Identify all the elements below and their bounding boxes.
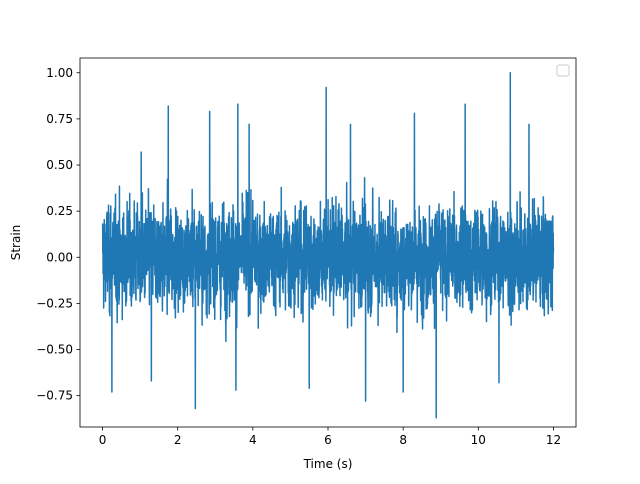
x-axis-label: Time (s) bbox=[303, 457, 353, 471]
y-tick-label: 0.00 bbox=[46, 250, 73, 264]
x-tick-label: 2 bbox=[174, 433, 182, 447]
x-tick-label: 4 bbox=[249, 433, 257, 447]
x-tick-label: 6 bbox=[324, 433, 332, 447]
y-tick-label: −0.50 bbox=[36, 343, 73, 357]
legend-box bbox=[556, 64, 570, 77]
y-tick-label: 0.75 bbox=[46, 112, 73, 126]
y-tick-label: 1.00 bbox=[46, 66, 73, 80]
x-tick-label: 8 bbox=[399, 433, 407, 447]
y-tick-label: 0.25 bbox=[46, 204, 73, 218]
x-tick-label: 0 bbox=[99, 433, 107, 447]
x-tick-label: 12 bbox=[546, 433, 561, 447]
y-tick-label: 0.50 bbox=[46, 158, 73, 172]
y-tick-label: −0.25 bbox=[36, 296, 73, 310]
y-axis-ticks: −0.75 −0.50 −0.25 0.00 0.25 0.50 0.75 1.00 bbox=[36, 66, 80, 403]
x-axis-ticks: 0 2 4 6 8 10 12 bbox=[99, 427, 561, 447]
x-tick-label: 10 bbox=[471, 433, 486, 447]
plot-area bbox=[101, 72, 555, 419]
y-tick-label: −0.75 bbox=[36, 389, 73, 403]
series-line bbox=[101, 72, 555, 419]
y-axis-label: Strain bbox=[9, 225, 23, 261]
